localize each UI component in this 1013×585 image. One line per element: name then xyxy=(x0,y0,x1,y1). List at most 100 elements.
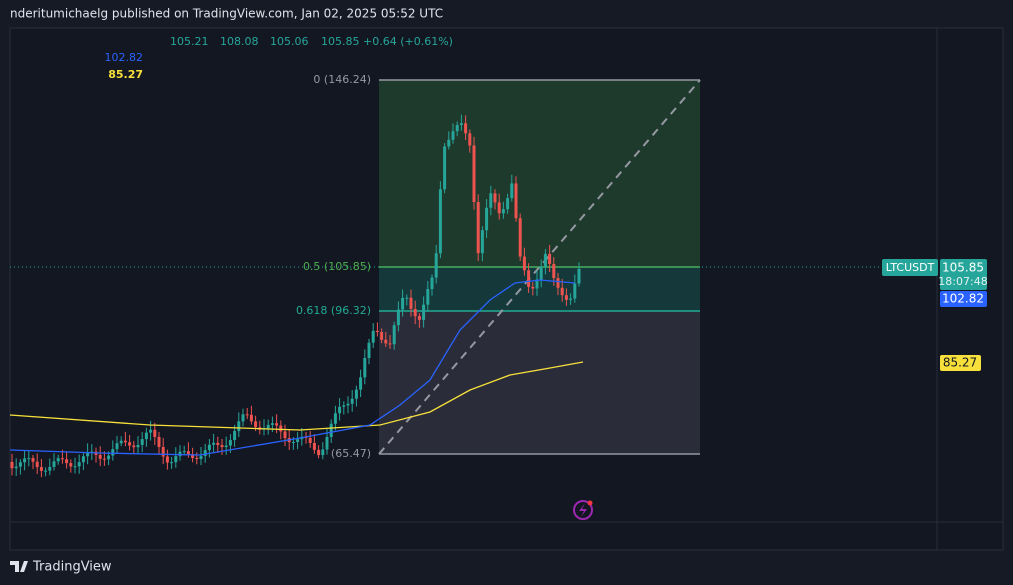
candle-body xyxy=(48,466,52,471)
candle-body xyxy=(375,330,379,333)
fib-label: 0.618 (96.32) xyxy=(296,304,371,317)
candle-body xyxy=(577,268,581,284)
candle-body xyxy=(275,423,279,426)
ma-fast-axis-label: 102.82 xyxy=(942,292,984,306)
ohlc-open: 105.21 xyxy=(170,35,209,48)
candle-body xyxy=(430,277,434,290)
candle-body xyxy=(451,131,455,140)
candle-body xyxy=(224,445,228,448)
candle-body xyxy=(207,444,211,451)
candle-body xyxy=(52,461,56,467)
candle-body xyxy=(518,218,522,257)
candle-body xyxy=(65,459,69,464)
candle-body xyxy=(543,253,547,267)
candle-body xyxy=(317,449,321,456)
candle-body xyxy=(56,458,60,462)
fib-zone-upper xyxy=(379,80,700,267)
candle-body xyxy=(98,454,102,459)
candle-body xyxy=(380,332,384,340)
ohlc-change: +0.64 (+0.61%) xyxy=(363,35,453,48)
candle-body xyxy=(573,283,577,299)
candle-body xyxy=(338,406,342,414)
candle-body xyxy=(535,279,539,289)
candle-body xyxy=(506,198,510,210)
candle-body xyxy=(60,458,64,460)
ma-fast-badge xyxy=(940,291,987,307)
candle-body xyxy=(413,308,417,317)
fib-label: 0 (146.24) xyxy=(313,73,371,86)
candle-body xyxy=(291,442,295,444)
candle-body xyxy=(144,432,148,440)
candle-body xyxy=(69,463,73,467)
ma-slow-badge xyxy=(940,355,981,371)
candle-body xyxy=(476,201,480,254)
candle-body xyxy=(329,423,333,437)
replay-icon[interactable] xyxy=(573,500,593,520)
candle-body xyxy=(228,440,232,446)
candle-body xyxy=(220,444,224,448)
candle-body xyxy=(132,445,136,448)
candle-body xyxy=(438,189,442,254)
candle-body xyxy=(497,202,501,214)
candle-body xyxy=(44,470,48,472)
countdown: 18:07:48 xyxy=(938,275,987,288)
publish-info: nderitumichaelg published on TradingView… xyxy=(10,7,443,21)
replay-button[interactable] xyxy=(573,500,593,520)
candle-body xyxy=(191,454,195,458)
candle-body xyxy=(455,125,459,132)
candle-body xyxy=(157,436,161,447)
candle-body xyxy=(296,439,300,443)
fib-label: 0.5 (105.85) xyxy=(303,260,371,273)
candle-body xyxy=(39,467,43,471)
candle-body xyxy=(384,339,388,344)
candle-body xyxy=(405,297,409,299)
candle-body xyxy=(212,442,216,445)
candle-body xyxy=(107,455,111,460)
candle-body xyxy=(174,456,178,463)
candle-body xyxy=(396,309,400,326)
candle-body xyxy=(10,462,14,469)
candle-body xyxy=(102,458,106,460)
candle-body xyxy=(14,466,18,469)
fib-label: (65.47) xyxy=(331,447,371,460)
symbol-badge xyxy=(882,259,938,276)
candle-body xyxy=(552,263,556,279)
candle-body xyxy=(354,389,358,399)
candle-body xyxy=(178,451,182,457)
tradingview-logo[interactable]: TradingView xyxy=(10,560,112,575)
candle-body xyxy=(241,414,245,422)
candle-body xyxy=(325,436,329,450)
candle-body xyxy=(556,278,560,288)
candle-body xyxy=(199,455,203,460)
candle-body xyxy=(216,442,220,445)
logo-icon xyxy=(10,561,28,572)
candle-body xyxy=(195,457,199,460)
candle-body xyxy=(35,461,39,468)
candle-body xyxy=(81,456,85,463)
candle-body xyxy=(459,123,463,126)
candle-body xyxy=(182,451,186,453)
logo-text[interactable]: TradingView xyxy=(32,560,112,575)
candle-body xyxy=(409,297,413,309)
candle-body xyxy=(564,295,568,300)
candle-body xyxy=(371,330,375,343)
candle-body xyxy=(485,207,489,231)
last-price: 105.85 xyxy=(942,261,984,275)
candle-body xyxy=(569,298,573,300)
candle-body xyxy=(447,139,451,147)
candle-body xyxy=(73,466,77,468)
fib-zone-lower xyxy=(379,311,700,454)
candle-body xyxy=(283,431,287,439)
candle-body xyxy=(363,358,367,378)
candle-body xyxy=(468,133,472,146)
candle-body xyxy=(27,458,31,460)
candle-body xyxy=(321,449,325,456)
candle-body xyxy=(346,403,350,406)
candle-body xyxy=(123,440,127,443)
candle-body xyxy=(203,450,207,456)
candle-body xyxy=(422,304,426,320)
candle-body xyxy=(342,405,346,407)
replay-dot xyxy=(587,500,593,506)
candle-body xyxy=(186,451,190,455)
candle-body xyxy=(31,458,35,462)
